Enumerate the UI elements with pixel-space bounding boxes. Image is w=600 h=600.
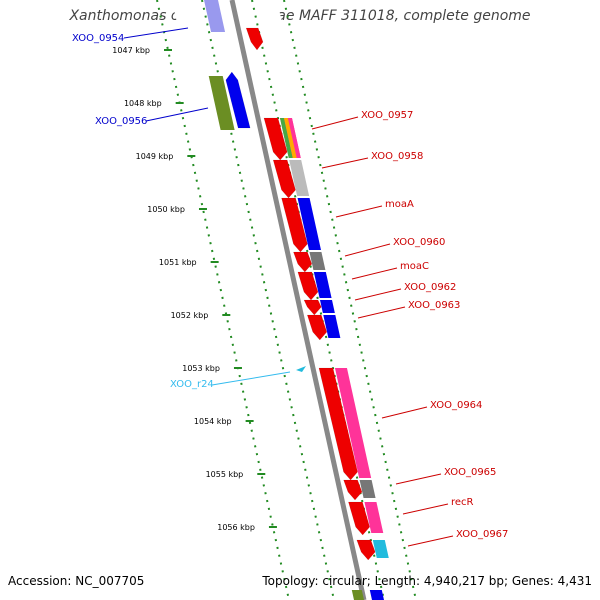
label-leader-line xyxy=(354,288,402,301)
label-leader-line xyxy=(335,205,383,218)
function-block-xoo0963 xyxy=(323,315,341,338)
kbp-label: 1052 kbp xyxy=(171,311,209,320)
gene-label: XOO_0963 xyxy=(408,300,460,311)
gene-label: XOO_0964 xyxy=(430,400,482,411)
gene-label: recR xyxy=(451,497,474,508)
gene-arrow-xoo0960 xyxy=(293,251,313,273)
gene-arrow-moac xyxy=(297,271,319,301)
gene-label: XOO_0956 xyxy=(95,116,147,127)
gene-block-xoo0954-blue xyxy=(204,0,226,32)
gene-arrow-xoo0956-blue xyxy=(225,71,251,129)
label-leader-line xyxy=(211,371,291,386)
function-block-xoo0964 xyxy=(334,368,372,478)
label-leader-line xyxy=(321,157,369,169)
bottom-block-blue xyxy=(369,590,384,600)
function-block-moac xyxy=(313,272,332,298)
function-stripe-xoo0957 xyxy=(283,118,297,158)
gene-arrow-xoo0967 xyxy=(356,539,376,561)
label-leader-line xyxy=(395,473,442,485)
gene-label: XOO_0962 xyxy=(404,282,456,293)
kbp-label: 1055 kbp xyxy=(206,470,244,479)
function-block-recr xyxy=(364,502,384,533)
function-block-xoo0960 xyxy=(309,252,326,270)
gene-arrow-xoo0964 xyxy=(318,367,358,481)
gene-arrow-xoo0954-red xyxy=(245,27,264,51)
kbp-label: 1047 kbp xyxy=(112,46,150,55)
function-block-xoo0962 xyxy=(320,300,335,313)
gene-arrow-recr xyxy=(348,501,370,536)
function-stripe-xoo0957 xyxy=(287,118,301,158)
kbp-label: 1050 kbp xyxy=(147,205,185,214)
label-leader-line xyxy=(344,243,391,257)
function-block-moaa xyxy=(297,198,321,250)
trna-marker-xoo-r24 xyxy=(296,366,306,372)
gene-arrow-moaa xyxy=(281,197,308,253)
kbp-label: 1056 kbp xyxy=(217,523,255,532)
gene-label: XOO_r24 xyxy=(170,379,214,390)
gene-arrow-xoo0963 xyxy=(306,314,328,341)
gene-label: XOO_0967 xyxy=(456,529,508,540)
kbp-label: 1054 kbp xyxy=(194,417,232,426)
label-leader-line xyxy=(407,535,454,547)
kbp-label: 1051 kbp xyxy=(159,258,197,267)
bottom-block-green xyxy=(351,590,364,600)
function-stripe-xoo0957 xyxy=(279,118,293,158)
label-leader-line xyxy=(123,27,189,39)
label-leader-line xyxy=(145,107,209,122)
genome-stats: Topology: circular; Length: 4,940,217 bp… xyxy=(262,574,592,588)
function-block-xoo0958 xyxy=(289,160,310,196)
function-block-xoo0956-green xyxy=(208,76,235,130)
label-leader-line xyxy=(351,267,398,280)
label-leader-line xyxy=(357,306,406,319)
gene-label: XOO_0954 xyxy=(72,33,124,44)
gene-label: moaA xyxy=(385,199,414,210)
label-leader-line xyxy=(311,116,359,130)
gene-arrow-xoo0957 xyxy=(263,117,288,161)
gene-label: XOO_0960 xyxy=(393,237,445,248)
kbp-label: 1048 kbp xyxy=(124,99,162,108)
gene-arrow-xoo0962 xyxy=(303,299,322,316)
gene-arrow-xoo0965 xyxy=(343,479,363,501)
gene-label: XOO_0965 xyxy=(444,467,496,478)
gene-label: XOO_0958 xyxy=(371,151,423,162)
backbone-line xyxy=(229,0,367,600)
gene-label: moaC xyxy=(400,261,429,272)
accession-text: Accession: NC_007705 xyxy=(8,574,145,588)
gene-arrow-xoo0958 xyxy=(272,159,296,199)
function-block-xoo0967 xyxy=(372,540,389,558)
label-leader-line xyxy=(402,503,449,515)
function-block-xoo0965 xyxy=(359,480,376,498)
kbp-label: 1053 kbp xyxy=(182,364,220,373)
gene-label: XOO_0957 xyxy=(361,110,413,121)
kbp-label: 1049 kbp xyxy=(136,152,174,161)
label-leader-line xyxy=(381,406,428,419)
